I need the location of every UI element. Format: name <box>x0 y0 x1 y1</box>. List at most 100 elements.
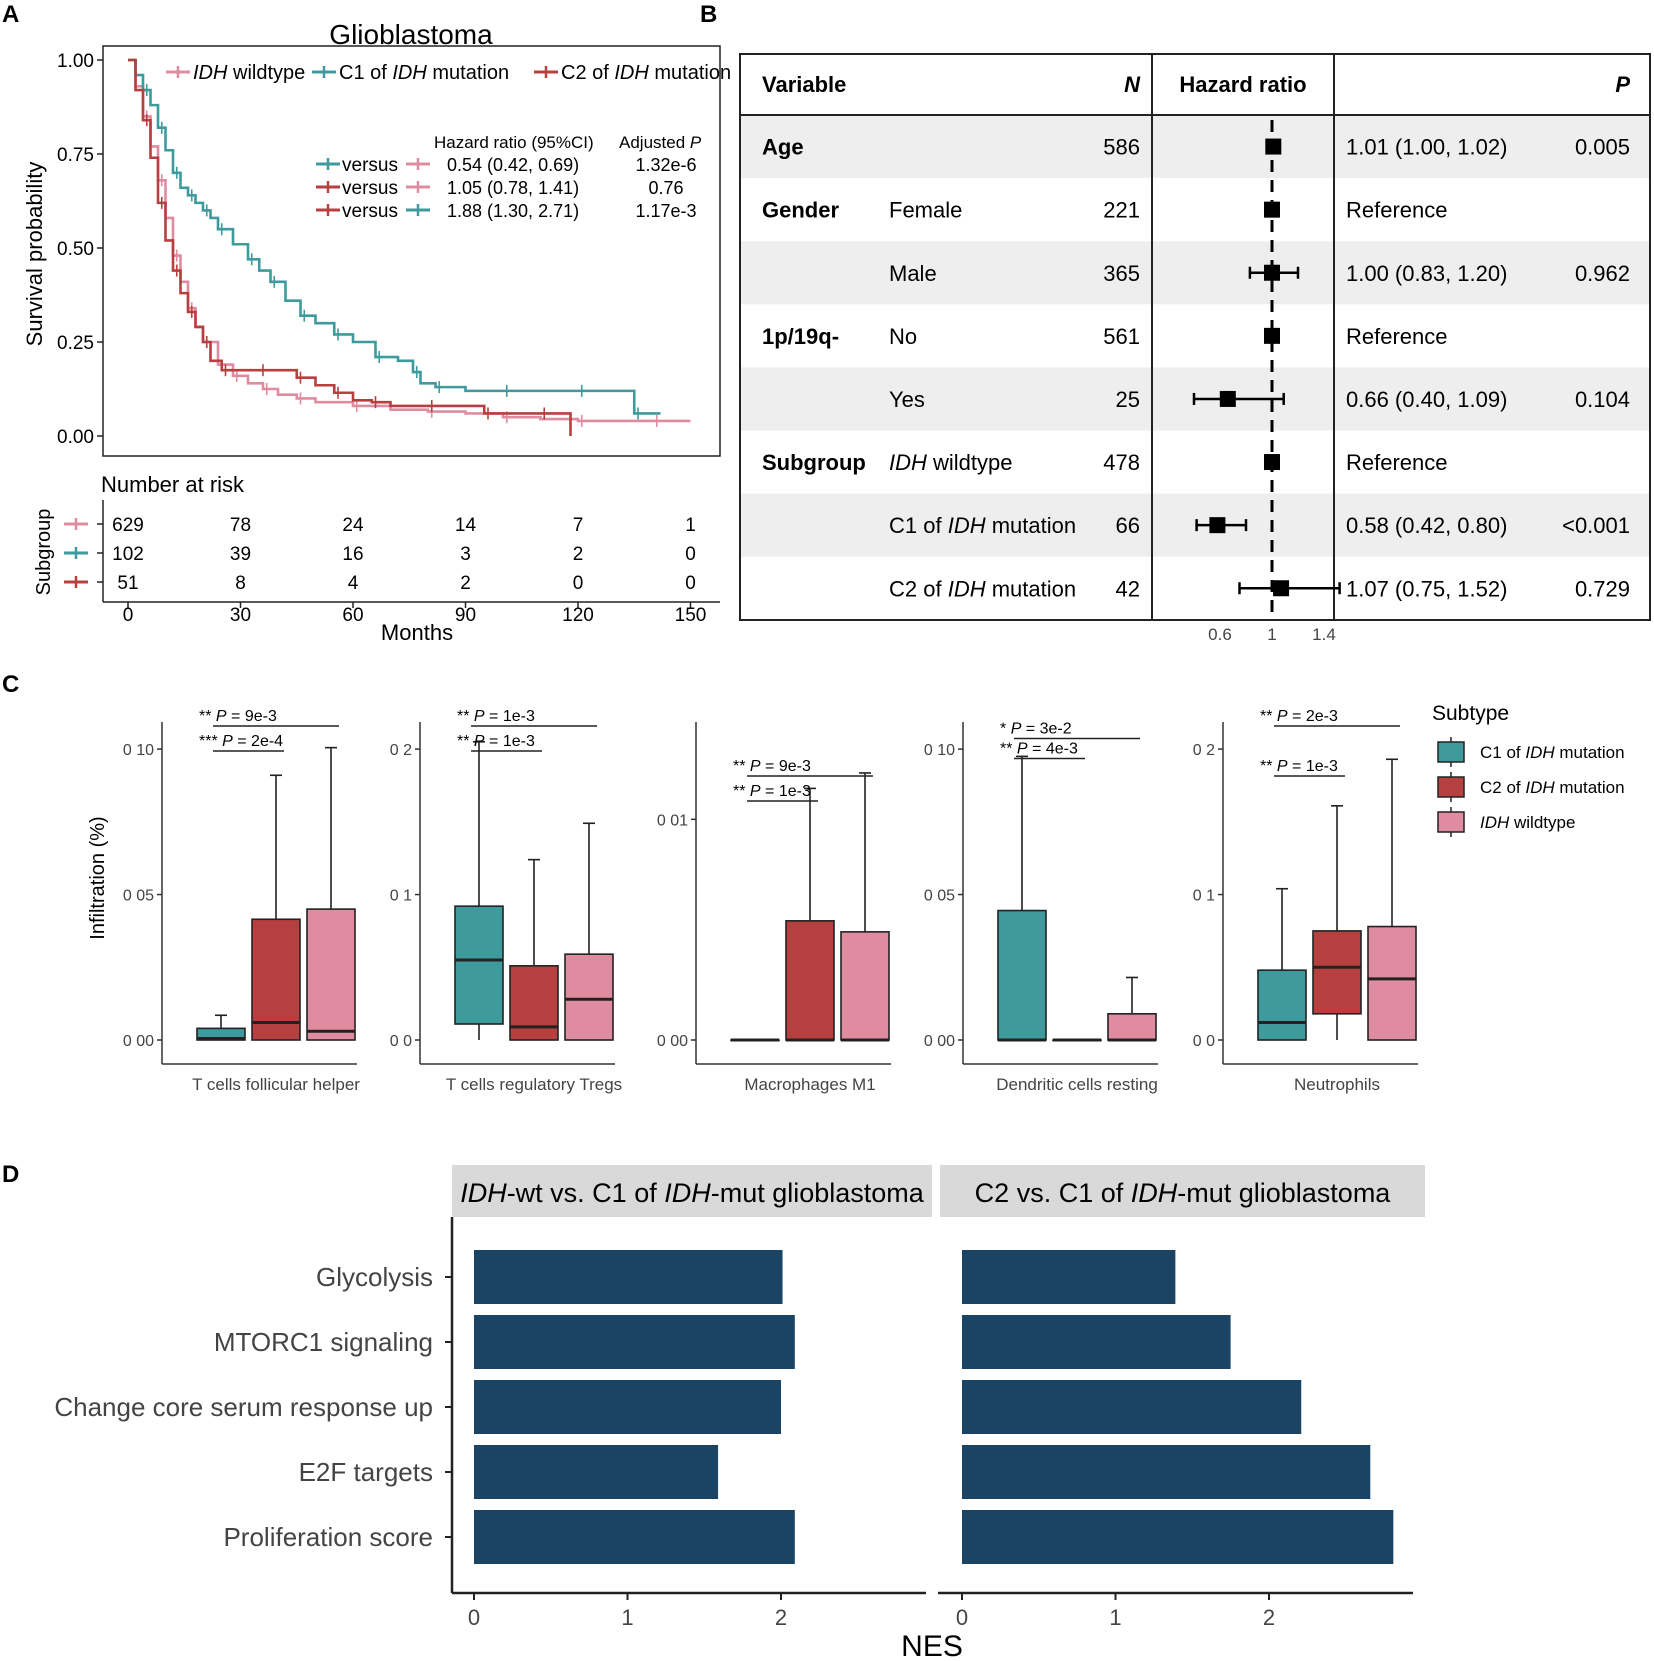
nes-category-label: Change core serum response up <box>54 1392 433 1422</box>
boxplot-facet: 0 000 01** P = 9e-3** P = 1e-3Macrophage… <box>657 722 891 1094</box>
significance-p-symbol: P <box>1277 708 1288 725</box>
significance-stars: ** <box>1260 758 1272 775</box>
survival-curve-c1 <box>128 58 661 415</box>
boxplot-y-tick-label: 0 2 <box>1193 742 1215 759</box>
significance-label: ** P = 1e-3 <box>1260 758 1338 775</box>
nes-bar <box>962 1250 1176 1304</box>
significance-stars: ** <box>199 708 211 725</box>
significance-p: 9e-3 <box>779 758 811 775</box>
risk-value: 14 <box>455 515 477 536</box>
forest-level: Yes <box>889 387 925 412</box>
comparison-key-b <box>406 204 430 216</box>
legend-italic: IDH <box>1480 813 1510 832</box>
forest-p: 0.962 <box>1575 261 1630 286</box>
significance-stars: ** <box>1260 708 1272 725</box>
forest-row-shade <box>741 241 1649 305</box>
panel-label-c: C <box>2 671 19 698</box>
comparison-p: 1.32e-6 <box>635 155 696 175</box>
forest-x-tick-label: 1.4 <box>1312 625 1336 644</box>
facet-title-post: -mut glioblastoma <box>1177 1178 1391 1208</box>
risk-table-y-label: Subgroup <box>33 509 55 596</box>
survival-plot-frame <box>102 45 721 457</box>
forest-point <box>1273 580 1290 597</box>
boxplot-box-wildtype <box>1107 1013 1157 1041</box>
forest-hr-text: 1.00 (0.83, 1.20) <box>1346 261 1507 286</box>
risk-value: 0 <box>685 544 696 565</box>
survival-title: Glioblastoma <box>329 19 493 50</box>
forest-header-n: N <box>1124 72 1141 97</box>
nes-bar <box>474 1510 795 1564</box>
risk-key-c1 <box>64 547 88 559</box>
facet-title-pre: C2 vs. C1 of <box>975 1178 1131 1208</box>
forest-level-pre: C1 of <box>889 513 948 538</box>
nes-bar <box>474 1445 719 1499</box>
significance-label: ** P = 1e-3 <box>733 783 811 800</box>
panel-label-b: B <box>700 1 717 28</box>
forest-rows: Age 586 1.01 (1.00, 1.02) 0.005 Gender Female… <box>741 115 1649 601</box>
forest-p: 0.005 <box>1575 135 1630 160</box>
boxplot-y-tick-label: 0 10 <box>924 742 955 759</box>
significance-equals: = <box>1288 758 1306 775</box>
forest-header-variable: Variable <box>762 72 846 97</box>
significance-stars: ** <box>733 758 745 775</box>
forest-variable: Age <box>762 135 804 160</box>
significance-p-symbol: P <box>750 758 761 775</box>
facet-title-italic: IDH <box>1131 1178 1178 1208</box>
forest-n: 561 <box>1103 324 1140 349</box>
legend-swatch-c2 <box>1437 776 1465 798</box>
boxplot-y-tick-label: 0 0 <box>1193 1033 1215 1050</box>
boxplot-box-c2 <box>1312 930 1362 1015</box>
nes-bar <box>474 1250 783 1304</box>
significance-stars: ** <box>733 783 745 800</box>
comparison-hr: 1.05 (0.78, 1.41) <box>447 178 579 198</box>
significance-stars: ** <box>457 708 469 725</box>
significance-p-symbol: P <box>216 708 227 725</box>
comparison-key-b <box>406 181 430 193</box>
risk-value: 8 <box>235 573 246 594</box>
nes-category-label: MTORC1 signaling <box>214 1327 433 1357</box>
legend-label-c2: C2 of IDH mutation <box>1480 778 1625 797</box>
risk-value: 629 <box>112 515 144 536</box>
boxplot-y-tick-label: 0 1 <box>1193 888 1215 905</box>
forest-row-shade <box>741 115 1649 179</box>
significance-p-symbol: P <box>474 708 485 725</box>
significance-p-symbol: P <box>1017 741 1028 758</box>
x-tick-label: 0 <box>123 605 134 626</box>
survival-x-label: Months <box>381 620 453 645</box>
nes-x-tick-label: 1 <box>621 1605 633 1630</box>
forest-level: Male <box>889 261 937 286</box>
boxplot-facet: 0 00 0 05 0 10 ** P = 9e-3 *** P = 2e-4 T cel… <box>123 708 360 1094</box>
legend-italic: IDH <box>614 62 649 84</box>
forest-level-text: Male <box>889 261 937 286</box>
comparison-p: 1.17e-3 <box>635 201 696 221</box>
boxplot-facet-label: Dendritic cells resting <box>996 1075 1158 1094</box>
significance-p: 2e-4 <box>251 733 283 750</box>
legend-key-c1 <box>312 66 336 78</box>
risk-value: 51 <box>117 573 138 594</box>
comparison-word: versus <box>342 201 398 222</box>
forest-level-pre: C2 of <box>889 576 948 601</box>
risk-value: 1 <box>685 515 696 536</box>
comparison-hr: 1.88 (1.30, 2.71) <box>447 201 579 221</box>
panel-a-survival: Glioblastoma IDH wildtype C1 of IDH mutat… <box>22 19 731 645</box>
significance-equals: = <box>1021 721 1039 738</box>
survival-y-label: Survival probability <box>22 162 47 347</box>
hr-table-header: Hazard ratio (95%CI) <box>434 133 594 152</box>
forest-hr-text: 1.01 (1.00, 1.02) <box>1346 135 1507 160</box>
facet-title-italic: IDH <box>664 1178 711 1208</box>
nes-category-label: E2F targets <box>299 1457 433 1487</box>
boxplot-box-c1 <box>997 909 1047 1041</box>
risk-value: 3 <box>460 544 471 565</box>
boxplot-y-tick-label: 0 1 <box>390 888 412 905</box>
boxplot-y-tick-label: 0 05 <box>924 888 955 905</box>
forest-level: Female <box>889 198 962 223</box>
y-tick-label: 0.25 <box>57 333 94 354</box>
nes-x-tick-label: 2 <box>775 1605 787 1630</box>
boxplot-facet-label: T cells follicular helper <box>192 1075 360 1094</box>
panel-c-boxplots: Infiltration (%) 0 00 0 05 0 10 ** P = 9e-3… <box>87 702 1625 1094</box>
significance-p-symbol: P <box>1277 758 1288 775</box>
